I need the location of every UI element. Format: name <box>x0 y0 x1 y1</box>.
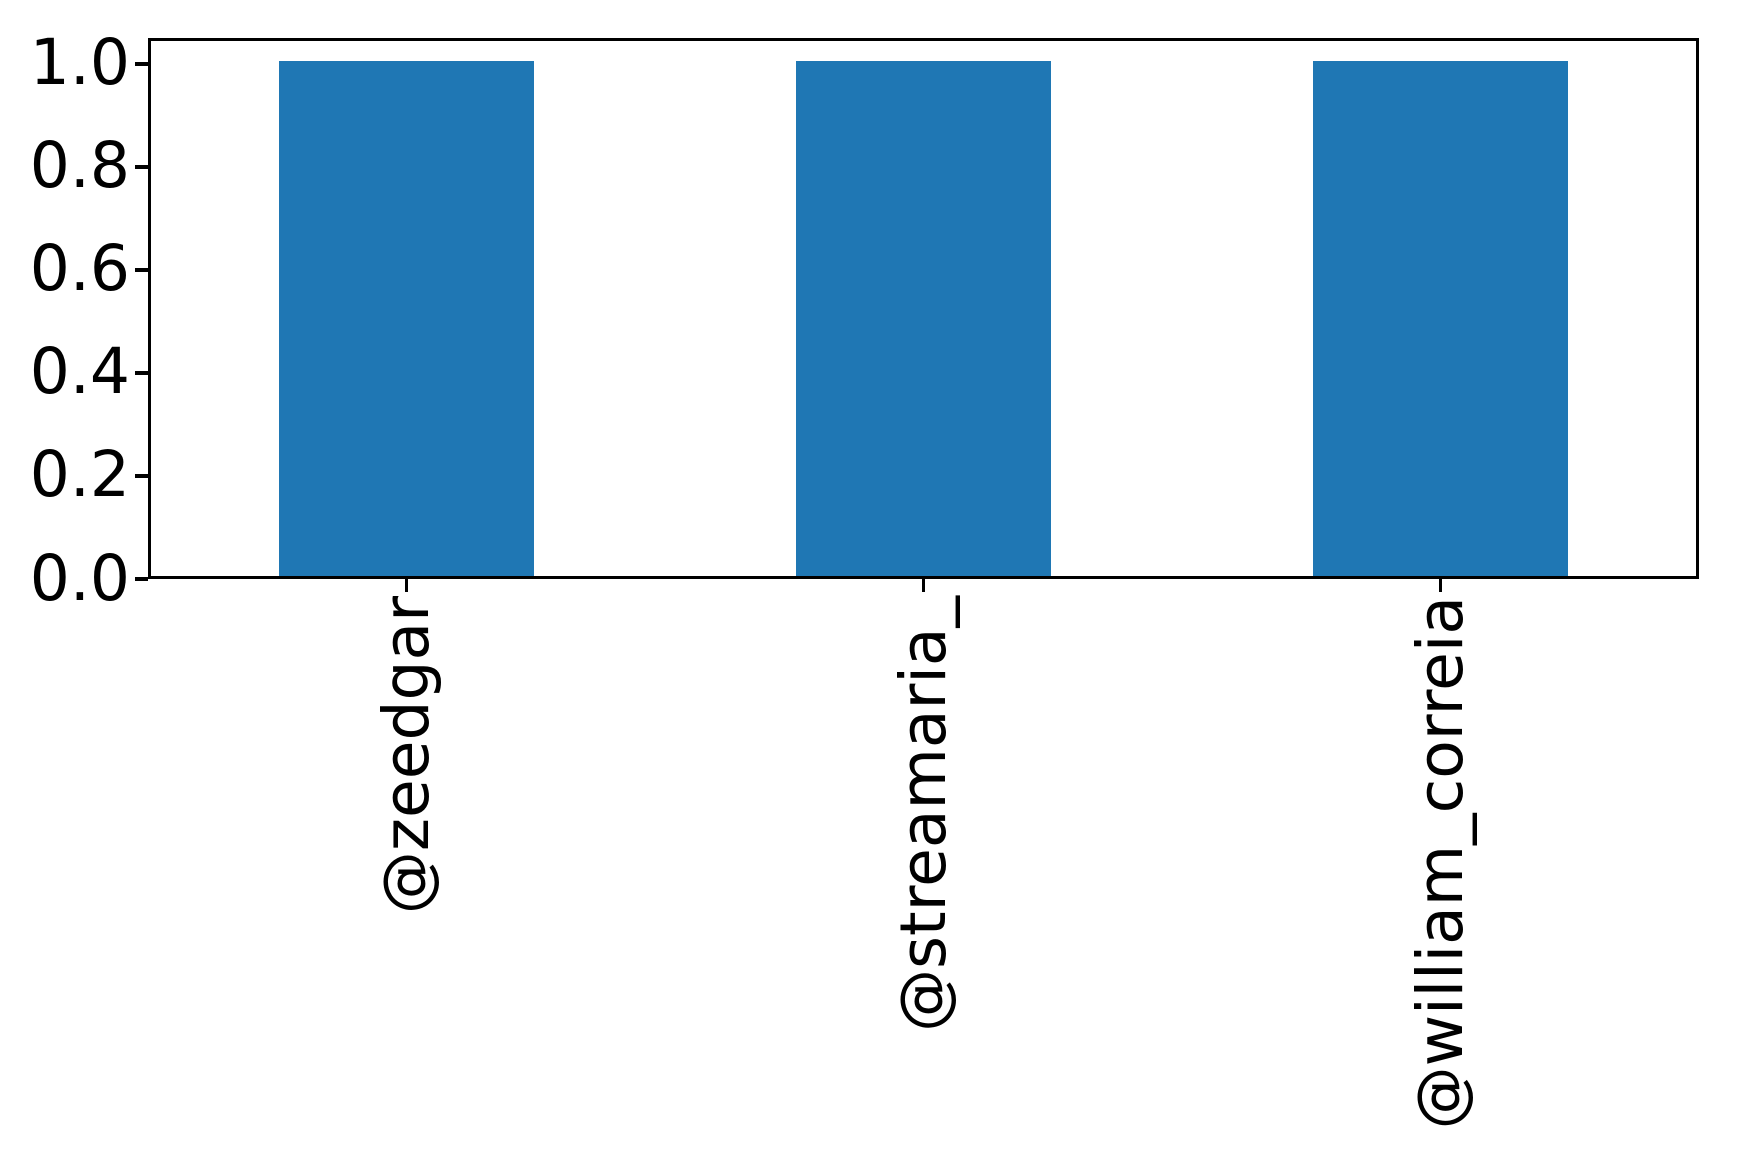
y-axis-tick-label: 0.0 <box>29 541 130 615</box>
plot-area <box>148 38 1699 579</box>
y-axis-tick-label: 0.8 <box>29 129 130 203</box>
y-axis-tick <box>135 577 148 581</box>
x-axis-tick-label: @william_correia <box>1404 596 1477 1130</box>
y-axis-tick-label: 0.6 <box>29 232 130 306</box>
y-axis-tick-label: 0.4 <box>29 335 130 409</box>
y-axis-tick-label: 1.0 <box>29 26 130 100</box>
bar <box>795 60 1052 576</box>
y-axis-tick <box>135 268 148 272</box>
y-axis-tick <box>135 62 148 66</box>
x-axis-tick <box>921 579 926 592</box>
x-axis-tick-label: @zeedgar <box>370 596 443 915</box>
y-axis-tick <box>135 474 148 478</box>
y-axis-tick <box>135 165 148 169</box>
x-axis-tick <box>404 579 409 592</box>
x-axis-tick-label: @streamaria_ <box>887 596 960 1032</box>
bar <box>278 60 535 576</box>
y-axis-tick-label: 0.2 <box>29 438 130 512</box>
y-axis-tick <box>135 371 148 375</box>
bar <box>1312 60 1569 576</box>
x-axis-tick <box>1438 579 1443 592</box>
